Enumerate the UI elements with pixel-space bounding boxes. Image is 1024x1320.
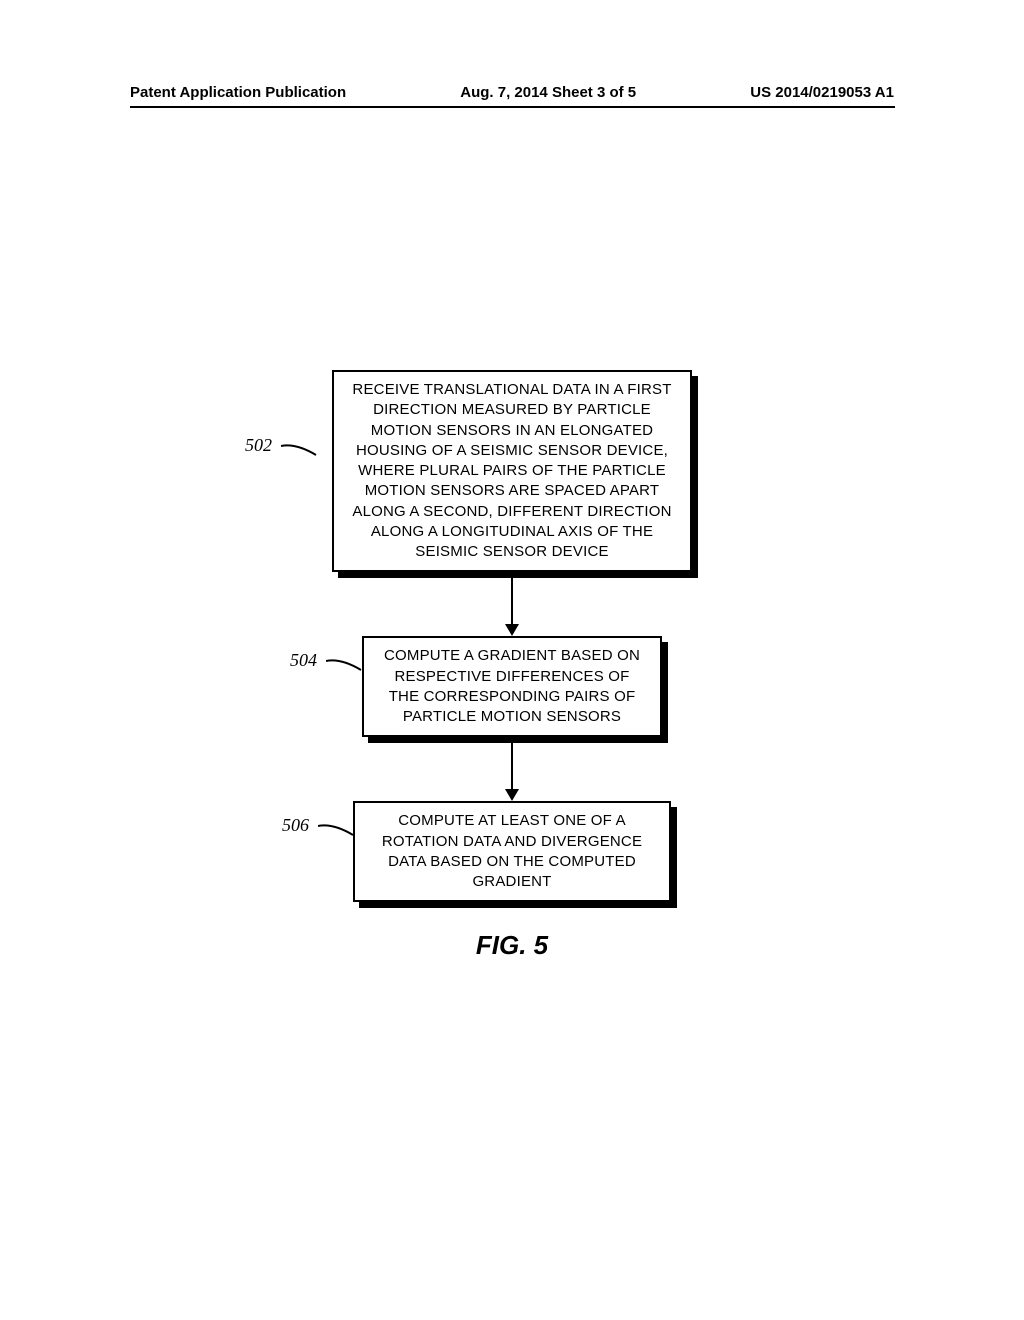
header-left: Patent Application Publication: [130, 84, 346, 101]
ref-tick-502: [281, 441, 321, 461]
ref-tick-504: [326, 656, 366, 676]
ref-label-506: 506: [282, 815, 309, 836]
box-content: RECEIVE TRANSLATIONAL DATA IN A FIRST DI…: [332, 370, 692, 572]
ref-label-502: 502: [245, 435, 272, 456]
box-content: COMPUTE A GRADIENT BASED ON RESPECTIVE D…: [362, 636, 662, 737]
header-center: Aug. 7, 2014 Sheet 3 of 5: [460, 84, 636, 101]
header-rule: [130, 106, 895, 108]
flow-arrow: [0, 741, 1024, 801]
header-right: US 2014/0219053 A1: [750, 84, 894, 101]
ref-tick-506: [318, 821, 358, 841]
arrow-down-icon: [502, 741, 522, 801]
ref-label-504: 504: [290, 650, 317, 671]
flowchart: RECEIVE TRANSLATIONAL DATA IN A FIRST DI…: [0, 370, 1024, 902]
page: Patent Application Publication Aug. 7, 2…: [0, 0, 1024, 1320]
flow-arrow: [0, 576, 1024, 636]
flow-box-502: RECEIVE TRANSLATIONAL DATA IN A FIRST DI…: [332, 370, 692, 572]
arrow-down-icon: [502, 576, 522, 636]
box-content: COMPUTE AT LEAST ONE OF A ROTATION DATA …: [353, 801, 671, 902]
page-header: Patent Application Publication Aug. 7, 2…: [0, 84, 1024, 101]
flow-box-506: COMPUTE AT LEAST ONE OF A ROTATION DATA …: [353, 801, 671, 902]
flow-box-504: COMPUTE A GRADIENT BASED ON RESPECTIVE D…: [362, 636, 662, 737]
figure-caption: FIG. 5: [0, 930, 1024, 961]
